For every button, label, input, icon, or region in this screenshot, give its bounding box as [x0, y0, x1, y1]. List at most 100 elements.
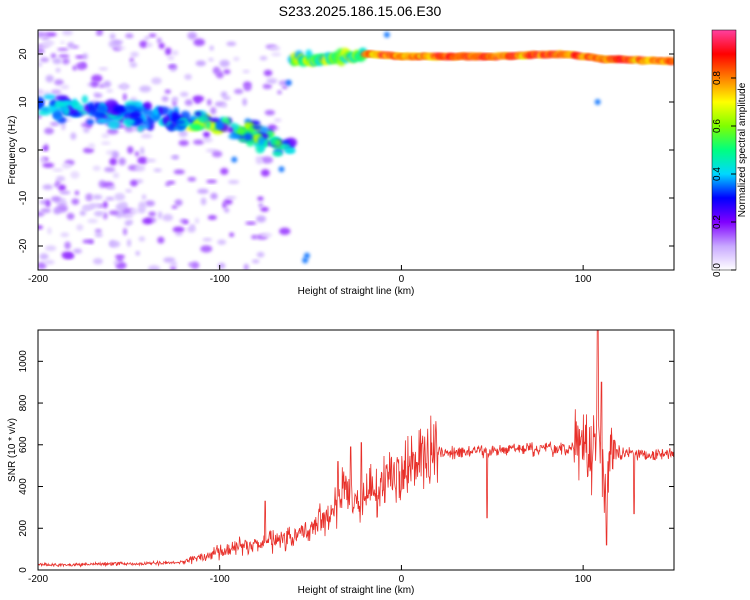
y-tick-label: 0 [18, 567, 29, 573]
heatmap-cell [103, 212, 108, 220]
heatmap-cell [187, 176, 197, 182]
heatmap-cell [61, 162, 72, 169]
heatmap-cell [242, 98, 248, 106]
heatmap-cell [122, 227, 128, 236]
heatmap-cell [251, 234, 258, 240]
heatmap-cell [39, 253, 49, 260]
heatmap-cell [45, 74, 54, 83]
y-tick-label: 600 [18, 436, 29, 453]
heatmap-cell [197, 114, 210, 124]
y-tick-label: 20 [18, 48, 29, 60]
colorbar-ticks: 0.0 0.2 0.4 0.6 0.8 [712, 71, 736, 277]
heatmap-cell [189, 115, 199, 122]
heatmap-cell [58, 54, 70, 58]
heatmap-cell [87, 218, 98, 224]
heatmap-cell [205, 120, 211, 130]
heatmap-cell [107, 119, 121, 130]
snr-panel: -200 -100 0 100 0 200 400 600 800 1000 Height of… [7, 329, 675, 596]
heatmap-cell [41, 37, 51, 41]
heatmap-cell [60, 84, 70, 90]
heatmap-cell [162, 214, 174, 222]
colorbar-tick-label: 0.0 [712, 263, 723, 277]
heatmap-cell [174, 199, 183, 207]
heatmap-cell [113, 260, 120, 265]
heatmap-cell [52, 168, 64, 172]
heatmap-cell [220, 91, 228, 98]
heatmap-cell [248, 125, 254, 136]
heatmap-cell [167, 64, 177, 69]
heatmap-cell [225, 196, 237, 200]
heatmap-cell [164, 89, 171, 94]
heatmap-cell [55, 175, 66, 182]
heatmap-cell [139, 40, 148, 48]
heatmap-cell [167, 55, 175, 61]
heatmap-cell [258, 202, 264, 208]
heatmap-cell [67, 41, 75, 49]
heatmap-cell [259, 126, 269, 133]
heatmap-cell [208, 57, 214, 62]
heatmap-cell [114, 192, 126, 201]
heatmap-cell [40, 156, 46, 163]
heatmap-cell [146, 42, 153, 48]
heatmap-cell [38, 32, 50, 37]
heatmap-cell [279, 143, 291, 150]
heatmap-cell [169, 266, 177, 270]
heatmap-cell [106, 89, 114, 93]
heatmap-cell [55, 67, 61, 73]
heatmap-cell [230, 122, 236, 128]
heatmap-cell [169, 261, 178, 267]
heatmap-cell [50, 196, 61, 202]
heatmap-cell [168, 122, 175, 130]
heatmap-cell [158, 42, 165, 49]
heatmap-cell [79, 210, 86, 216]
heatmap-cell [243, 133, 253, 141]
heatmap-cell [187, 31, 198, 40]
heatmap-cell [108, 210, 119, 215]
snr-frame [37, 329, 675, 571]
heatmap-cell [112, 172, 120, 179]
heatmap-cell [81, 205, 91, 212]
heatmap-cell [184, 74, 192, 80]
heatmap-cell [109, 157, 118, 166]
heatmap-cell [38, 88, 45, 95]
heatmap-cell [278, 166, 285, 173]
heatmap-cell [43, 259, 55, 265]
heatmap-cell [39, 107, 50, 112]
heatmap-cell [138, 124, 151, 129]
heatmap-cell [281, 85, 288, 90]
colorbar-tick-label: 0.2 [712, 215, 723, 229]
colorbar-tick-label: 0.4 [712, 167, 723, 181]
heatmap-cell [164, 47, 172, 56]
heatmap-cell [242, 69, 250, 74]
heatmap-cell [81, 62, 86, 67]
heatmap-cell [71, 198, 80, 205]
heatmap-cell [130, 208, 139, 215]
heatmap-cell [129, 57, 134, 63]
heatmap-cell [153, 168, 162, 172]
heatmap-cell [197, 188, 209, 194]
heatmap-cell [262, 83, 273, 90]
heatmap-cell [111, 150, 120, 159]
y-tick-label: 10 [18, 96, 29, 108]
heatmap-cell [122, 93, 127, 101]
heatmap-cell [174, 119, 186, 125]
heatmap-cell [273, 118, 282, 122]
heatmap-cell [227, 179, 240, 185]
heatmap-cell [43, 94, 56, 100]
heatmap-cell [75, 55, 84, 59]
heatmap-cell [54, 79, 64, 86]
heatmap-cell [135, 179, 144, 184]
heatmap-cell [264, 109, 275, 116]
y-tick-label: -20 [18, 238, 29, 253]
colorbar-tick-label: 0.8 [712, 71, 723, 85]
heatmap-cell [85, 193, 93, 202]
heatmap-cell [178, 130, 188, 138]
colorbar-label: Normalized spectral amplitude [737, 82, 748, 217]
heatmap-cell [271, 52, 282, 57]
heatmap-cell [66, 212, 75, 220]
snr-ylabel: SNR (10 * v/v) [7, 418, 18, 482]
heatmap-cell [82, 239, 94, 244]
heatmap-cell [261, 156, 273, 164]
heatmap-cell [275, 139, 282, 147]
